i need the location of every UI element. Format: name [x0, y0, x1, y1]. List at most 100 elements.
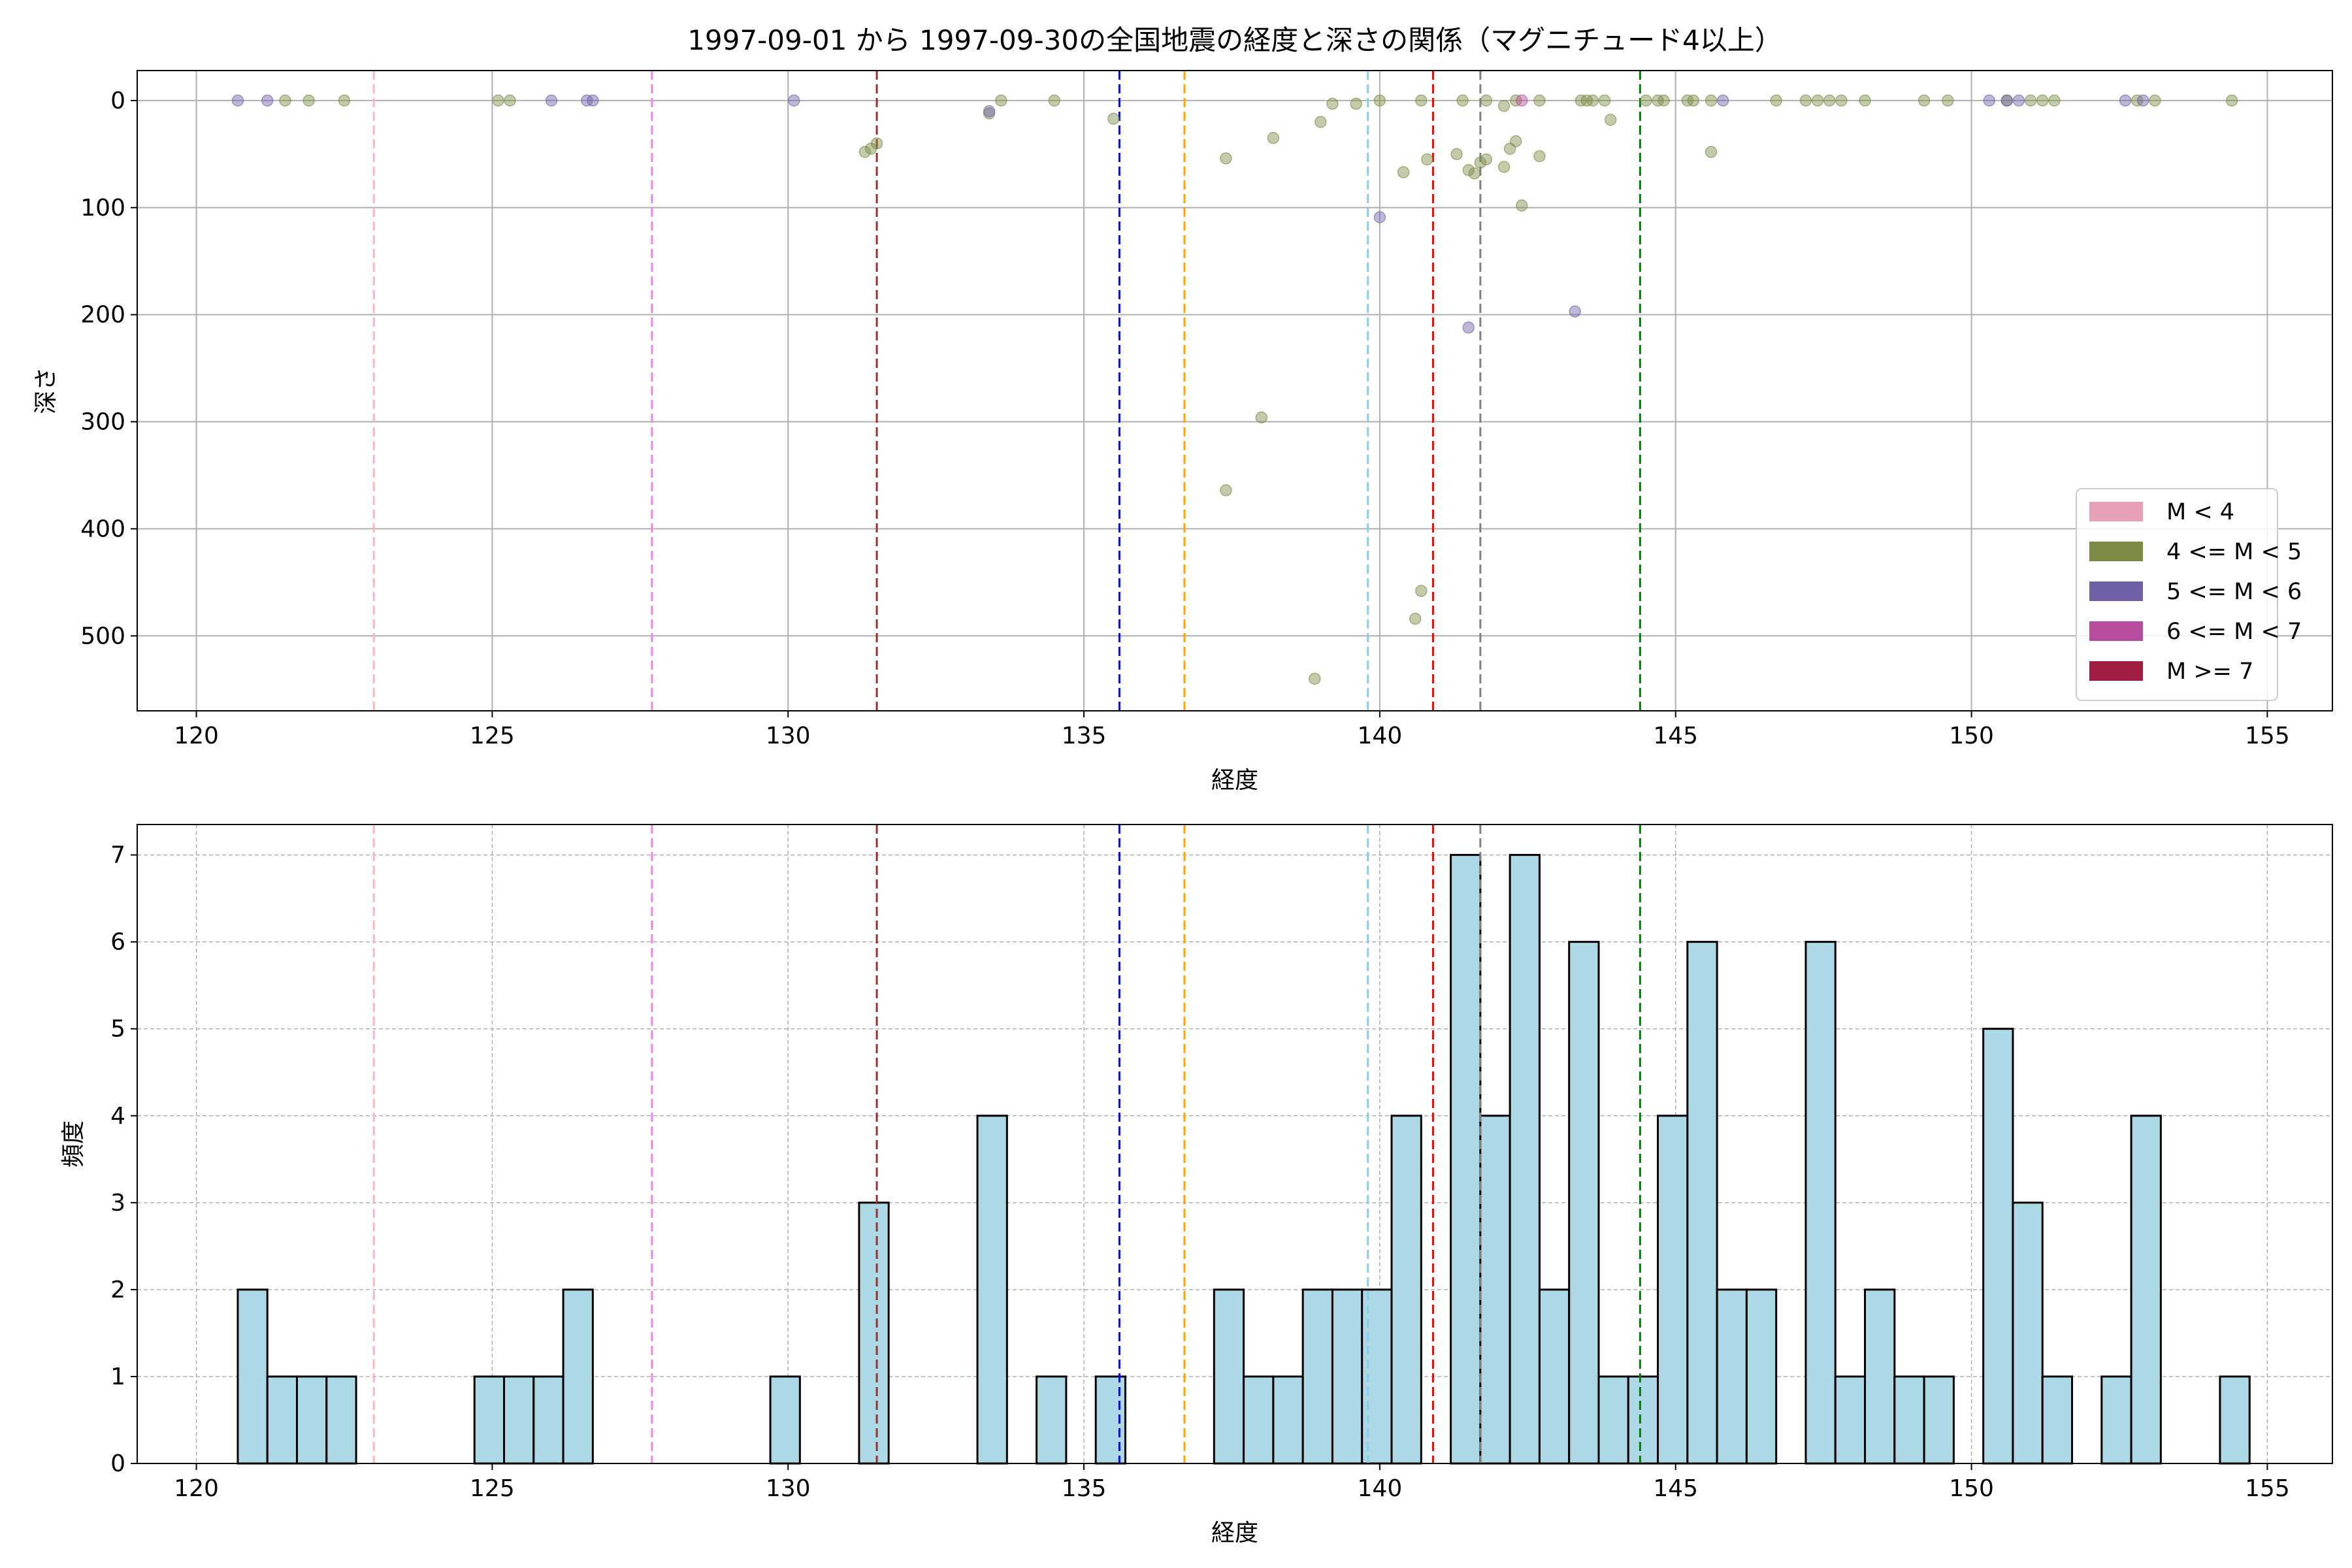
- figure-title: 1997-09-01 から 1997-09-30の全国地震の経度と深さの関係（マ…: [687, 24, 1782, 56]
- histogram-panel: 120 125 130 135 140 145 150 155 0 1 2 3 4 5 6 7 経度 頻度: [60, 824, 2333, 1546]
- histogram-bar: [1627, 1375, 1659, 1465]
- histogram-bar: [1094, 1375, 1126, 1465]
- histogram-bar: [1213, 1288, 1245, 1465]
- scatter-point: [1048, 94, 1061, 107]
- histogram-bar: [1805, 941, 1837, 1465]
- histogram-y-label: 頻度: [60, 1120, 87, 1168]
- scatter-point: [1421, 153, 1433, 166]
- scatter-point: [1480, 94, 1493, 107]
- scatter-point: [858, 146, 872, 158]
- histogram-bar: [1390, 1115, 1422, 1465]
- scatter-y-tick-label: 500: [80, 623, 125, 649]
- scatter-series: [231, 94, 2149, 334]
- histogram-bar: [237, 1288, 269, 1465]
- histogram-bar: [532, 1375, 564, 1465]
- scatter-point: [1687, 94, 1700, 107]
- scatter-point: [1859, 94, 1871, 107]
- scatter-point: [1255, 411, 1268, 424]
- scatter-y-tick-label: 100: [80, 195, 125, 221]
- scatter-point: [1533, 94, 1546, 107]
- histogram-bar: [503, 1375, 535, 1465]
- scatter-point: [1474, 156, 1487, 169]
- histogram-bar: [562, 1288, 594, 1465]
- scatter-x-tick-label: 130: [766, 723, 811, 749]
- scatter-x-tick-label: 140: [1358, 723, 1403, 749]
- scatter-point: [1515, 199, 1528, 212]
- scatter-x-tick-label: 145: [1653, 723, 1698, 749]
- histogram-bar: [1864, 1288, 1896, 1465]
- histogram-bar: [976, 1115, 1008, 1465]
- histogram-bar: [1538, 1288, 1571, 1465]
- histogram-bar: [266, 1375, 299, 1465]
- scatter-y-label: 深さ: [33, 367, 59, 414]
- scatter-x-tick-label: 135: [1062, 723, 1107, 749]
- histogram-x-tick-label: 125: [470, 1475, 515, 1502]
- scatter-points: [231, 94, 2238, 685]
- histogram-bar: [1745, 1288, 1778, 1465]
- histogram-bar: [1361, 1288, 1393, 1465]
- scatter-point: [1604, 114, 1617, 126]
- legend-swatch: [2089, 542, 2143, 561]
- legend-label: M < 4: [2166, 499, 2234, 525]
- legend-label: 6 <= M < 7: [2166, 619, 2302, 645]
- scatter-point: [1450, 148, 1463, 161]
- scatter-point: [788, 94, 800, 107]
- histogram-bar: [296, 1375, 328, 1465]
- scatter-point: [2048, 94, 2061, 107]
- scatter-reference-lines: [372, 71, 1641, 711]
- scatter-plot-area: [137, 71, 2332, 711]
- scatter-point: [1468, 167, 1481, 180]
- scatter-point: [261, 94, 274, 107]
- histogram-bar: [1597, 1375, 1629, 1465]
- scatter-point: [1515, 94, 1528, 107]
- scatter-point: [1309, 672, 1321, 685]
- histogram-y-tick-label: 1: [110, 1364, 125, 1390]
- scatter-point: [2012, 94, 2025, 107]
- scatter-point: [1658, 94, 1670, 107]
- scatter-point: [1315, 116, 1327, 128]
- histogram-bar: [1568, 941, 1600, 1465]
- histogram-bar: [2219, 1375, 2251, 1465]
- histogram-bar: [2012, 1201, 2044, 1465]
- scatter-legend: M < 4 4 <= M < 5 5 <= M < 6 6 <= M < 7 M >= …: [2076, 488, 2302, 701]
- histogram-x-tick-label: 150: [1949, 1475, 1994, 1502]
- scatter-y-tick-label: 400: [80, 515, 125, 542]
- scatter-point: [1456, 94, 1469, 107]
- scatter-point: [231, 94, 244, 107]
- scatter-point: [1267, 131, 1280, 144]
- histogram-y-tick-label: 0: [110, 1450, 125, 1477]
- histogram-bar: [1834, 1375, 1867, 1465]
- histogram-bar: [325, 1375, 357, 1465]
- scatter-x-tick-label: 155: [2245, 723, 2290, 749]
- histogram-y-tick-label: 3: [110, 1190, 125, 1217]
- scatter-point: [1409, 612, 1422, 625]
- scatter-point: [1497, 161, 1511, 173]
- scatter-point: [545, 94, 558, 107]
- histogram-bar: [1686, 941, 1718, 1465]
- histogram-bar: [2130, 1115, 2162, 1465]
- legend-swatch: [2089, 581, 2143, 601]
- scatter-x-tick-label: 120: [174, 723, 219, 749]
- histogram-x-tick-label: 130: [766, 1475, 811, 1502]
- scatter-point: [1716, 94, 1729, 107]
- scatter-point: [1569, 305, 1582, 318]
- histogram-bar: [769, 1375, 801, 1465]
- scatter-y-tick-label: 300: [80, 409, 125, 436]
- scatter-x-ticks: 120 125 130 135 140 145 150 155: [174, 711, 2290, 749]
- histogram-x-tick-label: 145: [1653, 1475, 1698, 1502]
- scatter-point: [1799, 94, 1812, 107]
- scatter-point: [1640, 94, 1652, 107]
- scatter-point: [1705, 146, 1718, 158]
- legend-label: 4 <= M < 5: [2166, 539, 2302, 565]
- scatter-point: [1480, 153, 1493, 166]
- scatter-point: [1823, 94, 1836, 107]
- scatter-grid: [137, 71, 2332, 711]
- legend-swatch: [2089, 661, 2143, 681]
- scatter-point: [1533, 150, 1546, 163]
- scatter-point: [1811, 94, 1824, 107]
- histogram-bar: [1450, 854, 1482, 1465]
- scatter-series: [1515, 94, 1528, 107]
- legend-swatch: [2089, 502, 2143, 521]
- histogram-y-tick-label: 7: [110, 842, 125, 869]
- histogram-bar: [1272, 1375, 1304, 1465]
